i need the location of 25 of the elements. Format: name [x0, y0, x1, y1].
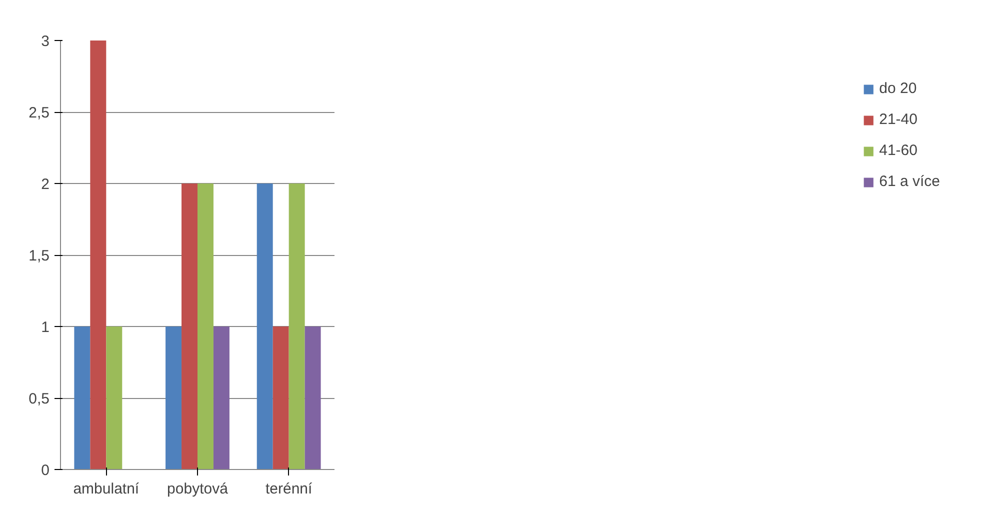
y-tick-label: 0 — [41, 462, 50, 479]
bar — [166, 326, 182, 470]
y-tick-label: 1 — [41, 319, 50, 336]
legend-label: 21-40 — [879, 111, 918, 128]
y-tick-label: 0,5 — [28, 390, 50, 408]
y-tick-label: 2 — [41, 176, 50, 193]
legend-label: do 20 — [879, 80, 917, 97]
x-tick-label: pobytová — [167, 480, 229, 498]
bar — [198, 184, 214, 470]
y-tick-label: 1,5 — [28, 248, 50, 264]
bar — [90, 40, 106, 470]
bar — [288, 184, 305, 470]
y-tick-label: 2,5 — [28, 104, 50, 122]
y-tick-label: 3 — [41, 33, 50, 50]
bar — [213, 326, 230, 470]
bar — [256, 184, 273, 470]
legend-label: 61 a více — [879, 173, 940, 190]
bar — [106, 326, 122, 470]
x-tick-label: terénní — [265, 480, 314, 498]
legend-label: 41-60 — [879, 142, 918, 159]
bar — [182, 184, 198, 470]
bar — [304, 326, 321, 470]
bar — [272, 326, 289, 470]
bar — [74, 326, 90, 470]
x-tick-label: ambulatní — [73, 480, 140, 498]
